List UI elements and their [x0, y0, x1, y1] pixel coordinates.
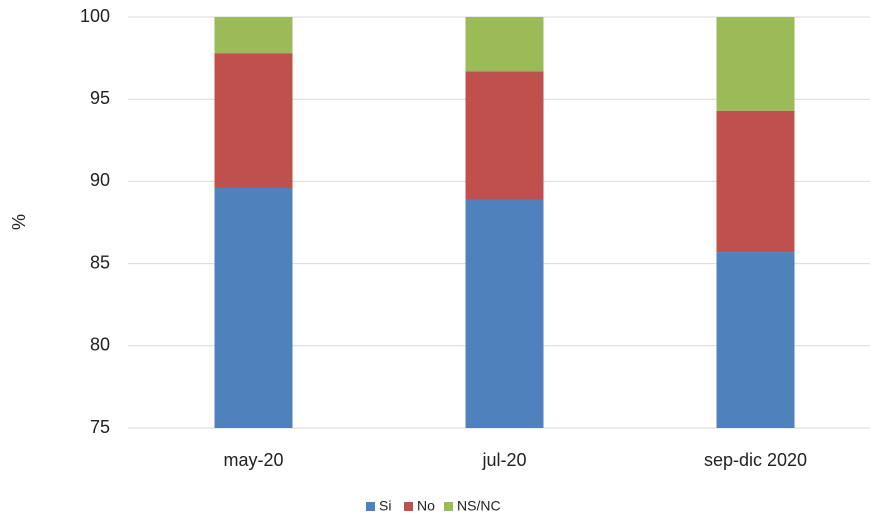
- bar-segment: [716, 252, 795, 428]
- bar-segment: [214, 53, 293, 188]
- legend-label: Si: [379, 498, 391, 514]
- bar-segment: [716, 110, 795, 253]
- x-tick-label: jul-20: [481, 450, 526, 470]
- y-tick-label: 100: [80, 6, 110, 26]
- x-tick-label: sep-dic 2020: [704, 450, 807, 470]
- y-tick-label: 85: [90, 252, 110, 272]
- bar-segment: [716, 17, 795, 111]
- y-axis-label: %: [9, 214, 29, 230]
- y-tick-label: 80: [90, 335, 110, 355]
- y-tick-label: 95: [90, 88, 110, 108]
- bar-segment: [214, 17, 293, 54]
- bar-segment: [214, 187, 293, 428]
- legend-swatch: [404, 502, 413, 511]
- x-tick-label: may-20: [223, 450, 283, 470]
- legend-swatch: [444, 502, 453, 511]
- legend-label: NS/NC: [457, 498, 501, 514]
- bar-segment: [465, 17, 544, 72]
- legend-swatch: [366, 502, 375, 511]
- legend-label: No: [417, 498, 435, 514]
- y-tick-label: 75: [90, 417, 110, 437]
- bar-segment: [465, 199, 544, 428]
- y-tick-label: 90: [90, 170, 110, 190]
- bar-segment: [465, 71, 544, 200]
